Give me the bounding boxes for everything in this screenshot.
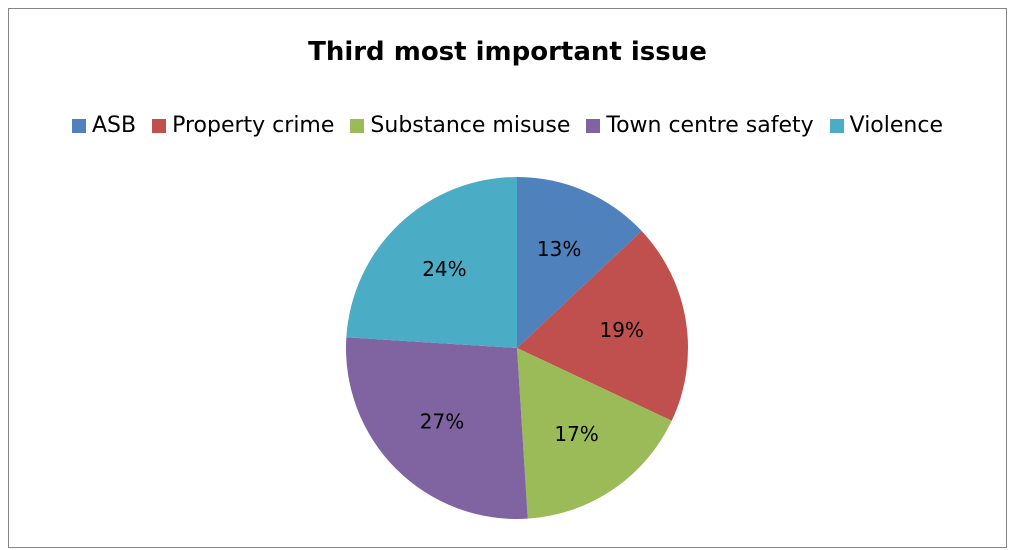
pie-chart: 13% 19% 17% 27% 24% (346, 177, 689, 519)
legend-item-town-centre-safety: Town centre safety (586, 113, 814, 138)
legend-swatch (586, 118, 601, 133)
chart-title: Third most important issue (308, 37, 707, 67)
legend-label: Property crime (172, 113, 335, 138)
legend-item-substance-misuse: Substance misuse (350, 113, 570, 138)
legend-label: ASB (91, 113, 137, 138)
pie-slice-asb (517, 177, 642, 348)
pie-slice-property-crime (517, 230, 689, 421)
pie-slice-town-centre-safety (346, 337, 528, 519)
pie-slice-substance-misuse (517, 348, 672, 519)
legend-swatch (829, 118, 844, 133)
data-label-substance-misuse: 17% (554, 422, 598, 446)
legend-item-violence: Violence (829, 113, 943, 138)
legend-swatch (71, 118, 86, 133)
pie-slice-violence (346, 177, 517, 348)
chart-area: Third most important issue ASB Property … (8, 8, 1007, 548)
legend-item-property-crime: Property crime (152, 113, 334, 138)
legend-swatch (152, 118, 167, 133)
legend-item-asb: ASB (71, 113, 137, 138)
data-label-property-crime: 19% (599, 318, 643, 342)
data-label-asb: 13% (537, 237, 581, 261)
legend: ASB Property crime Substance misuse Town… (9, 113, 1006, 138)
data-label-town-centre-safety: 27% (420, 409, 464, 433)
data-label-violence: 24% (422, 257, 466, 281)
legend-label: Substance misuse (370, 113, 571, 138)
legend-swatch (350, 118, 365, 133)
legend-label: Violence (849, 113, 943, 138)
legend-label: Town centre safety (606, 113, 814, 138)
